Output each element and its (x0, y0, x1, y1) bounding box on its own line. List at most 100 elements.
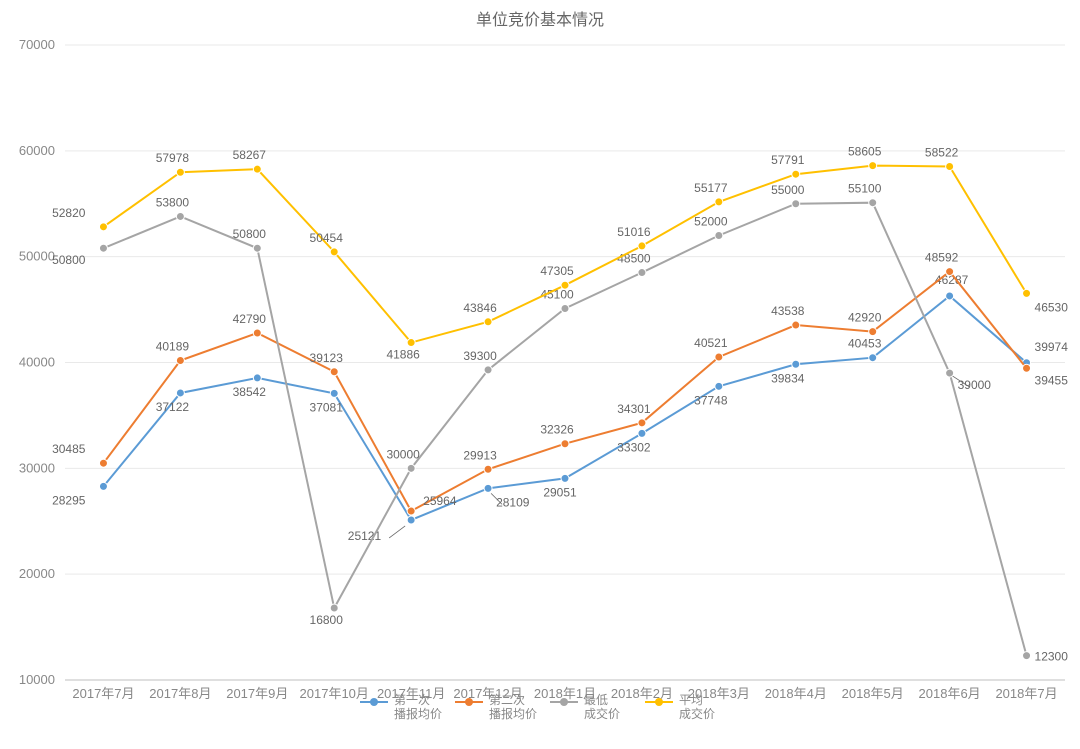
x-tick-label: 2017年9月 (226, 686, 288, 701)
y-tick-label: 50000 (19, 249, 55, 264)
legend-label: 成交价 (584, 706, 620, 721)
legend-label: 播报均价 (394, 706, 442, 721)
data-label: 58522 (925, 145, 959, 159)
series-marker (176, 168, 184, 176)
legend-marker (655, 698, 663, 706)
data-label: 50800 (52, 253, 86, 267)
data-label: 37748 (694, 393, 728, 407)
legend-label: 第二次 (489, 693, 525, 707)
series-marker (638, 269, 646, 277)
data-label: 30485 (52, 442, 86, 456)
data-label: 40521 (694, 336, 728, 350)
legend-label: 平均 (679, 693, 703, 707)
series-marker (792, 321, 800, 329)
data-label: 42920 (848, 311, 882, 325)
series-marker (715, 232, 723, 240)
series-marker (253, 329, 261, 337)
series-marker (1023, 289, 1031, 297)
data-label: 30000 (386, 447, 420, 461)
series-marker (869, 328, 877, 336)
data-label: 12300 (1035, 650, 1069, 664)
series-marker (253, 374, 261, 382)
x-tick-label: 2017年7月 (72, 686, 134, 701)
data-label: 28295 (52, 493, 86, 507)
series-marker (946, 369, 954, 377)
data-label: 29913 (463, 448, 497, 462)
series-marker (561, 440, 569, 448)
series-marker (561, 281, 569, 289)
series-marker (869, 162, 877, 170)
x-tick-label: 2018年7月 (995, 686, 1057, 701)
data-label: 58605 (848, 145, 882, 159)
data-label: 32326 (540, 423, 574, 437)
data-label: 48592 (925, 251, 959, 265)
data-label: 57978 (156, 151, 190, 165)
series-marker (407, 339, 415, 347)
series-marker (869, 199, 877, 207)
data-label: 42790 (233, 312, 267, 326)
series-marker (946, 162, 954, 170)
series-marker (99, 459, 107, 467)
series-marker (484, 484, 492, 492)
data-label: 39300 (463, 349, 497, 363)
y-tick-label: 60000 (19, 143, 55, 158)
data-label: 40189 (156, 339, 190, 353)
series-marker (330, 248, 338, 256)
data-label: 40453 (848, 337, 882, 351)
legend-marker (560, 698, 568, 706)
data-label: 55177 (694, 181, 728, 195)
x-tick-label: 2018年5月 (842, 686, 904, 701)
data-label: 43846 (463, 301, 497, 315)
data-label: 50454 (310, 231, 344, 245)
data-label: 50800 (233, 227, 267, 241)
data-label: 43538 (771, 304, 805, 318)
series-marker (792, 170, 800, 178)
data-label: 16800 (310, 613, 344, 627)
data-label: 52000 (694, 215, 728, 229)
series-marker (715, 198, 723, 206)
x-tick-label: 2018年6月 (919, 686, 981, 701)
leader-line (389, 526, 405, 538)
series-marker (253, 165, 261, 173)
y-tick-label: 40000 (19, 355, 55, 370)
series-marker (484, 318, 492, 326)
series-marker (253, 244, 261, 252)
data-label: 39455 (1035, 373, 1069, 387)
x-tick-label: 2017年10月 (300, 686, 369, 701)
series-marker (561, 305, 569, 313)
data-label: 34301 (617, 402, 651, 416)
series-marker (176, 356, 184, 364)
x-tick-label: 2018年2月 (611, 686, 673, 701)
data-label: 55100 (848, 182, 882, 196)
data-label: 53800 (156, 195, 190, 209)
data-label: 25964 (423, 494, 457, 508)
series-marker (946, 268, 954, 276)
series-marker (638, 429, 646, 437)
series-marker (330, 604, 338, 612)
series-marker (715, 353, 723, 361)
series-marker (484, 465, 492, 473)
series-marker (407, 507, 415, 515)
series-marker (176, 212, 184, 220)
data-label: 28109 (496, 495, 530, 509)
series-marker (638, 419, 646, 427)
data-label: 46530 (1035, 300, 1069, 314)
data-label: 41886 (386, 348, 420, 362)
data-label: 52820 (52, 206, 86, 220)
series-marker (1023, 364, 1031, 372)
series-marker (715, 382, 723, 390)
legend-label: 播报均价 (489, 706, 537, 721)
legend-label: 第一次 (394, 693, 430, 707)
line-chart: 100002000030000400005000060000700002017年… (0, 0, 1080, 749)
data-label: 37122 (156, 400, 190, 414)
series-marker (99, 223, 107, 231)
data-label: 38542 (233, 385, 267, 399)
series-marker (176, 389, 184, 397)
data-label: 58267 (233, 148, 267, 162)
series-marker (792, 360, 800, 368)
x-tick-label: 2018年4月 (765, 686, 827, 701)
data-label: 39123 (310, 351, 344, 365)
series-marker (561, 474, 569, 482)
series-marker (99, 244, 107, 252)
data-label: 33302 (617, 440, 651, 454)
